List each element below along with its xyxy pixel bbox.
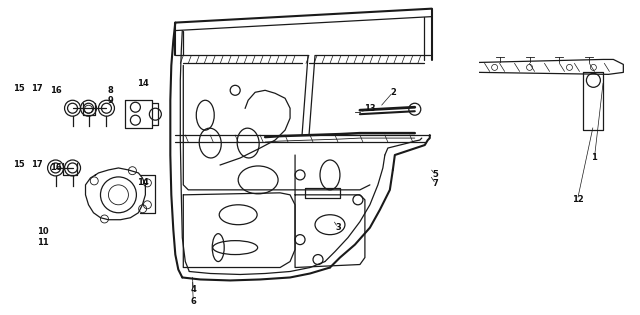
Text: 16: 16 [50, 86, 61, 95]
Text: 9: 9 [108, 96, 113, 105]
Text: 16: 16 [50, 163, 61, 172]
Text: 17: 17 [31, 84, 42, 93]
Text: 8: 8 [108, 86, 113, 95]
Text: 14: 14 [138, 178, 149, 187]
Text: 15: 15 [13, 160, 24, 169]
Text: 10: 10 [36, 227, 49, 236]
Text: 12: 12 [572, 195, 583, 204]
Text: 4: 4 [190, 285, 196, 294]
Text: 15: 15 [13, 84, 24, 93]
Text: 2: 2 [390, 88, 396, 97]
Text: 7: 7 [433, 179, 438, 188]
Text: 5: 5 [433, 170, 438, 180]
Text: 1: 1 [591, 153, 597, 163]
Text: 6: 6 [190, 297, 196, 306]
Text: 3: 3 [335, 223, 341, 232]
Text: 13: 13 [364, 104, 376, 113]
Text: 14: 14 [138, 79, 149, 88]
Text: 17: 17 [31, 160, 42, 169]
Text: 11: 11 [36, 238, 49, 247]
